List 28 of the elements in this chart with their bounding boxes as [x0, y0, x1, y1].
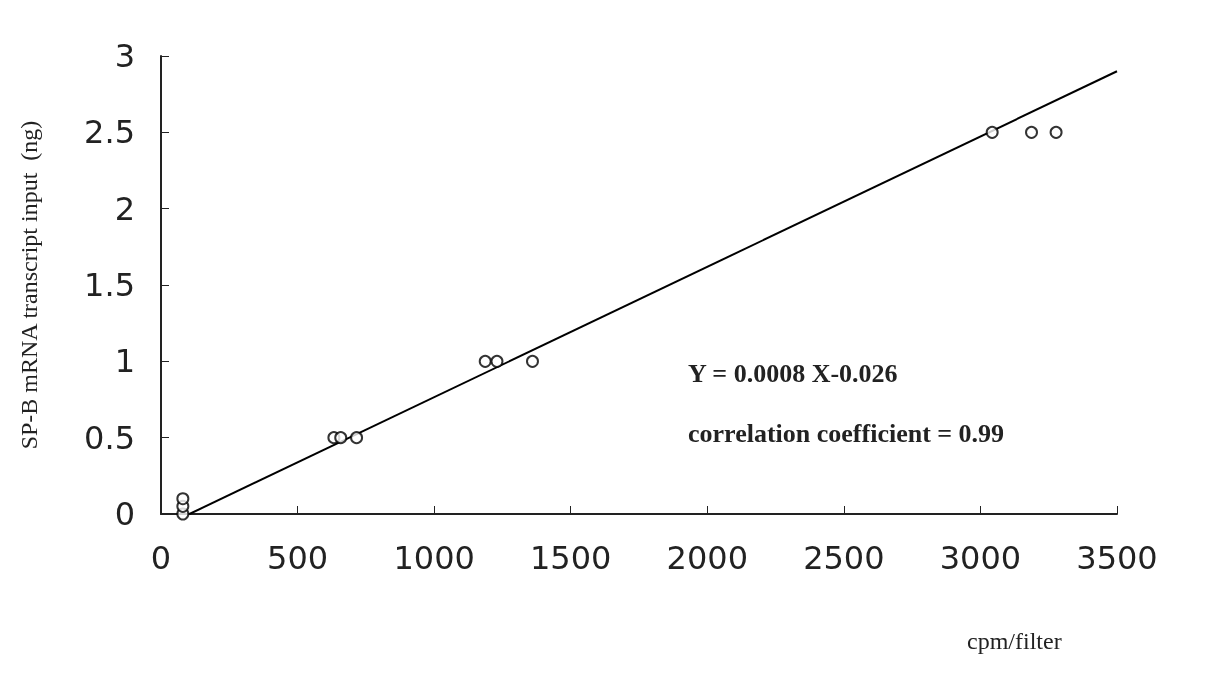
y-tick-label: 3 — [114, 37, 135, 75]
x-tick-label: 3000 — [939, 539, 1022, 577]
y-tick-label: 1.5 — [84, 266, 135, 304]
point — [350, 431, 364, 445]
point — [478, 354, 492, 368]
y-tick-label: 2.5 — [84, 113, 135, 152]
x-tick-label: 1500 — [530, 539, 612, 577]
point — [490, 354, 504, 368]
point — [985, 125, 999, 139]
annotation: Y = 0.0008 X-0.026 — [688, 358, 898, 388]
x-tick-label: 1000 — [393, 539, 475, 577]
point — [1049, 125, 1063, 139]
point — [525, 354, 539, 368]
y-tick-label: 0.5 — [84, 418, 135, 457]
x-tick-label: 3500 — [1076, 539, 1158, 577]
x-tick-label: 500 — [267, 539, 329, 577]
y-tick-label: 1 — [114, 342, 135, 381]
x-tick-label: 2500 — [803, 539, 885, 577]
point — [1025, 125, 1039, 139]
x-tick-label: 0 — [150, 539, 172, 577]
x-axis-title: cpm/filter — [967, 628, 1062, 654]
point — [334, 431, 348, 445]
y-tick-label: 0 — [114, 495, 135, 533]
y-axis-title: SP-B mRNA transcript input (ng) — [16, 120, 42, 450]
annotation: correlation coefficient = 0.99 — [688, 418, 1005, 448]
x-tick-label: 2000 — [666, 539, 748, 577]
y-tick-label: 2 — [114, 189, 135, 228]
point — [176, 492, 190, 506]
